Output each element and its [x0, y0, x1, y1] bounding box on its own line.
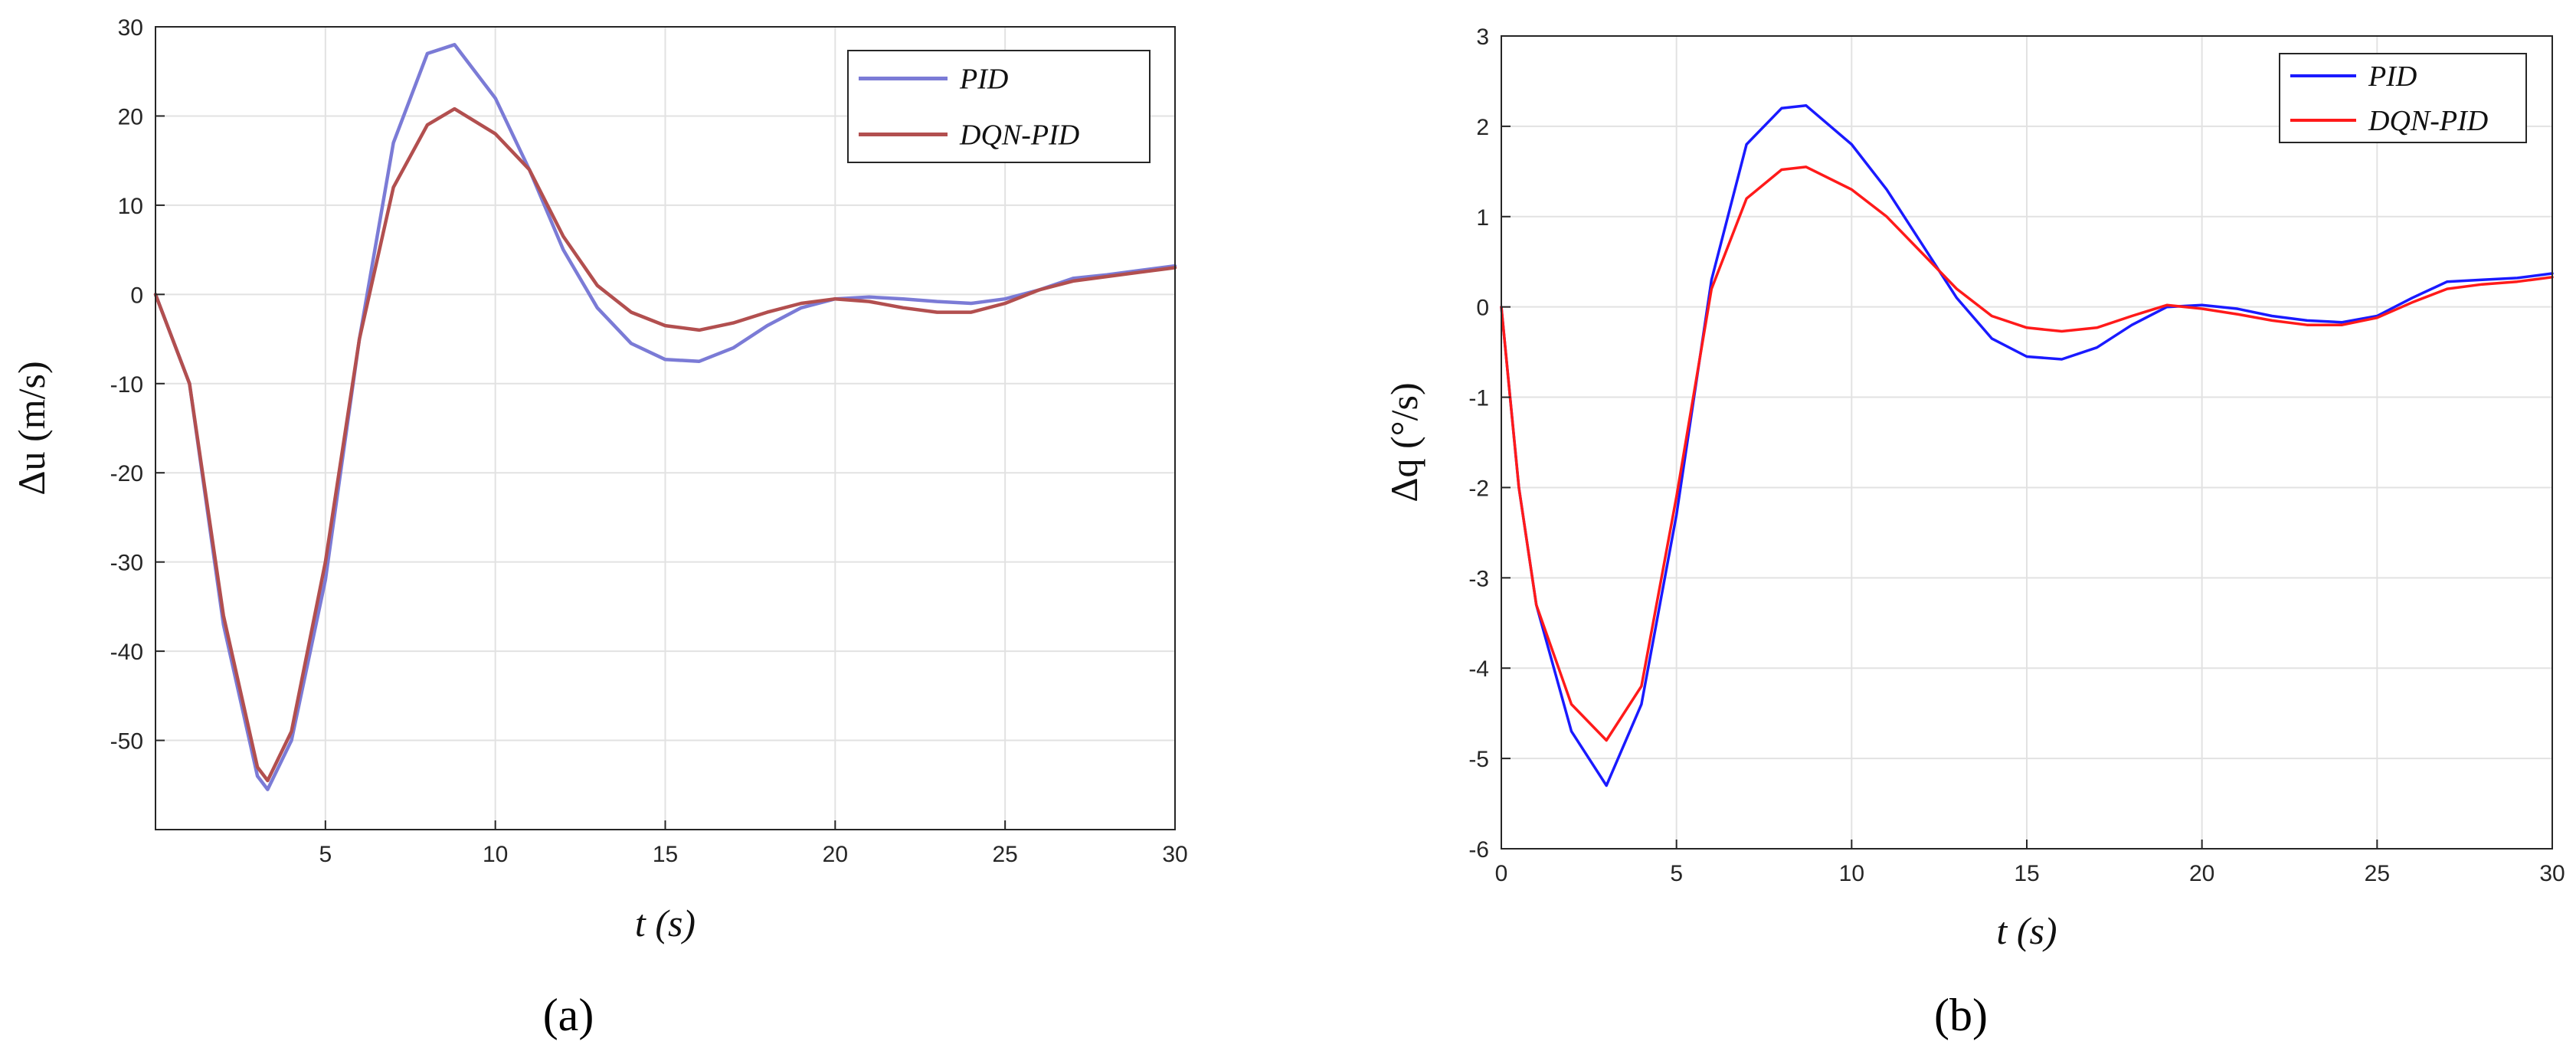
y-tick-label: -40 [110, 640, 143, 665]
x-tick-label: 15 [2014, 861, 2039, 886]
y-tick-label: -50 [110, 729, 143, 755]
x-tick-label: 5 [319, 842, 332, 867]
y-tick-label: 20 [118, 104, 143, 129]
y-tick-label: 0 [130, 283, 143, 308]
legend-box [2279, 53, 2527, 143]
y-tick-label: 1 [1476, 205, 1489, 231]
x-axis-label: t (s) [635, 902, 696, 945]
y-axis-label: Δu (m/s) [10, 361, 53, 495]
chart-panel-b: 0 5 10 15 20 25 30 -6 -5 -4 -3 -2 -1 0 1 2 3 t (s) Δq (°/s… [1383, 25, 2565, 1040]
legend-label-pid: PID [2368, 61, 2417, 93]
x-tick-label: 25 [992, 842, 1017, 867]
x-tick-label: 30 [2539, 861, 2565, 886]
legend-label-dqn-pid: DQN-PID [959, 119, 1079, 152]
series-line-dqn-pid [1500, 165, 2554, 742]
y-tick-label: -30 [110, 551, 143, 576]
x-tick-label: 20 [2189, 861, 2214, 886]
y-tick-label: 2 [1476, 115, 1489, 140]
x-axis-label: t (s) [1996, 909, 2057, 952]
y-tick-label: -20 [110, 461, 143, 486]
y-tick-label: -1 [1468, 386, 1489, 411]
y-axis-label: Δq (°/s) [1383, 382, 1425, 502]
y-tick-label: 30 [118, 15, 143, 41]
y-tick-label: -6 [1468, 837, 1489, 863]
x-tick-label: 15 [653, 842, 678, 867]
panel-label: (b) [1934, 990, 1988, 1040]
series-line-dqn-pid [153, 106, 1177, 783]
y-tick-label: -4 [1468, 656, 1489, 682]
panel-label: (a) [543, 990, 594, 1040]
y-tick-label: -5 [1468, 747, 1489, 772]
y-tick-label: -2 [1468, 476, 1489, 501]
y-tick-label: -3 [1468, 566, 1489, 591]
legend-label-pid: PID [959, 64, 1008, 96]
x-tick-label: 10 [483, 842, 508, 867]
y-tick-label: -10 [110, 372, 143, 398]
x-tick-label: 5 [1670, 861, 1683, 886]
series-line-pid [1500, 104, 2554, 787]
y-tick-label: 10 [118, 194, 143, 219]
legend: PID DQN-PID [2279, 53, 2527, 143]
legend-box [847, 50, 1151, 163]
y-tick-label: 3 [1476, 25, 1489, 50]
series-line-pid [153, 43, 1177, 791]
x-tick-label: 10 [1839, 861, 1864, 886]
x-tick-label: 30 [1162, 842, 1187, 867]
x-tick-label: 25 [2365, 861, 2390, 886]
x-tick-label: 20 [823, 842, 848, 867]
chart-panel-a: 5 10 15 20 25 30 -50 -40 -30 -20 -10 0 10 20 30 t (s) Δu… [10, 15, 1188, 1040]
y-tick-label: 0 [1476, 296, 1489, 321]
x-tick-label: 0 [1495, 861, 1508, 886]
legend: PID DQN-PID [847, 50, 1151, 163]
legend-label-dqn-pid: DQN-PID [2368, 105, 2488, 137]
